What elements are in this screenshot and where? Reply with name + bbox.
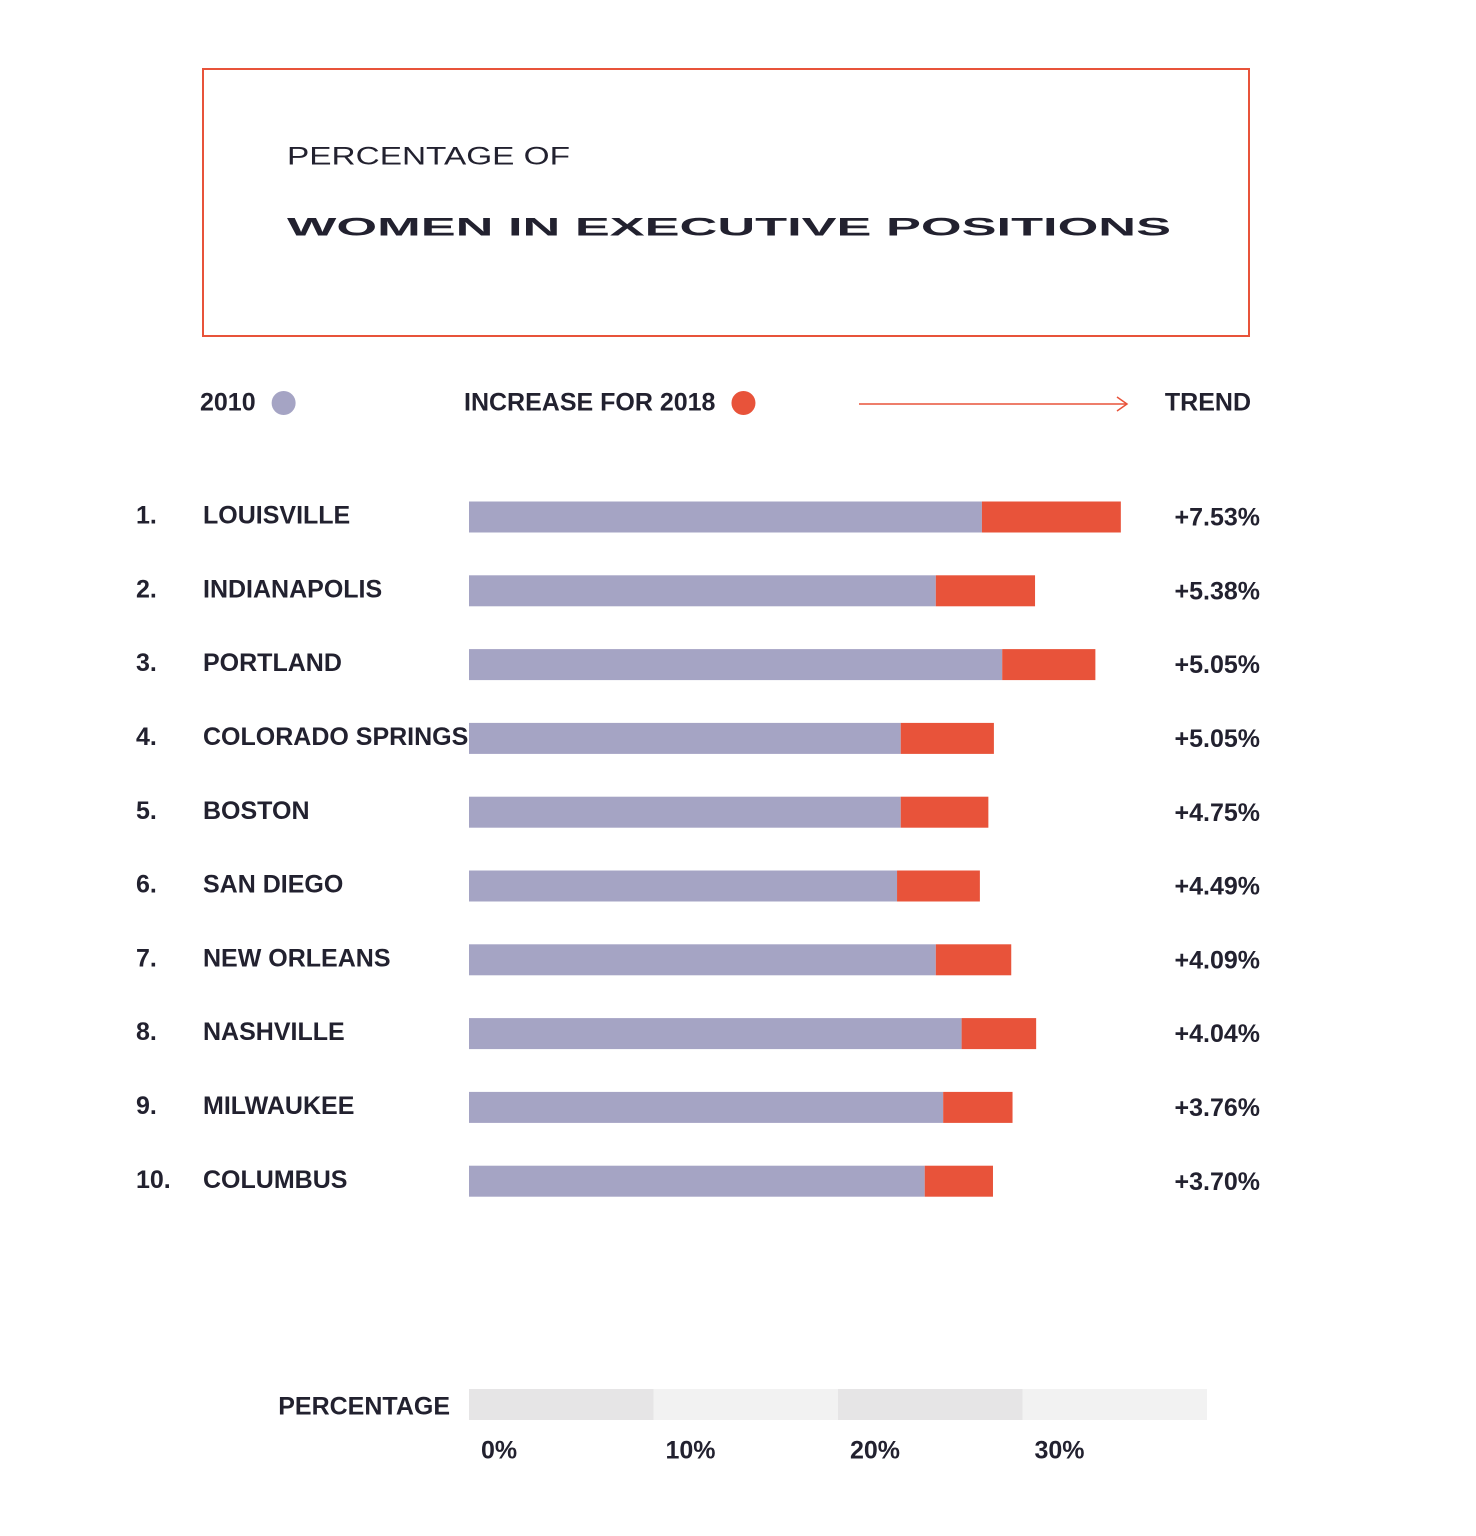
bar-segment <box>935 944 1012 976</box>
category-label: NEW ORLEANS <box>203 944 391 972</box>
category-label: COLORADO SPRINGS <box>203 723 468 751</box>
legend-swatch <box>271 391 296 415</box>
trend-label: +4.04% <box>1175 1020 1261 1048</box>
bar-segment <box>469 501 982 533</box>
bar-segment <box>900 796 989 828</box>
category-label: PORTLAND <box>203 649 342 677</box>
rank-label: 9. <box>136 1092 157 1120</box>
trend-label: +5.05% <box>1175 725 1261 753</box>
trend-label: +4.49% <box>1175 873 1261 901</box>
trend-label: +5.05% <box>1175 651 1261 679</box>
trend-arrowhead <box>1116 396 1129 412</box>
bar-segment <box>469 1165 925 1197</box>
axis-band <box>653 1389 838 1420</box>
bar-segment <box>469 796 901 828</box>
title-frame <box>202 68 1250 337</box>
bar-segment <box>924 1165 993 1197</box>
x-tick-label: 30% <box>1035 1437 1085 1465</box>
rank-label: 6. <box>136 871 157 899</box>
bar-segment <box>900 722 994 754</box>
bar-segment <box>469 1018 962 1050</box>
legend-swatch <box>731 391 756 415</box>
rank-label: 8. <box>136 1018 157 1046</box>
bar-segment <box>469 944 936 976</box>
axis-band <box>838 1389 1023 1420</box>
rank-label: 3. <box>136 649 157 677</box>
legend-label: INCREASE FOR 2018 <box>464 389 716 417</box>
trend-label: +5.38% <box>1175 577 1261 605</box>
trend-label: +3.76% <box>1175 1094 1261 1122</box>
legend-label: 2010 <box>200 389 256 417</box>
category-label: LOUISVILLE <box>203 502 350 530</box>
category-label: INDIANAPOLIS <box>203 575 382 603</box>
x-tick-label: 0% <box>481 1437 517 1465</box>
rank-label: 2. <box>136 575 157 603</box>
chart-title: WOMEN IN EXECUTIVE POSITIONS <box>287 214 1171 242</box>
bar-segment <box>469 722 901 754</box>
bar-segment <box>469 649 1003 681</box>
trend-header: TREND <box>1165 389 1251 417</box>
category-label: COLUMBUS <box>203 1166 347 1194</box>
supertitle: PERCENTAGE OF <box>287 143 570 171</box>
rank-label: 7. <box>136 944 157 972</box>
rank-label: 5. <box>136 797 157 825</box>
bar-segment <box>935 575 1036 607</box>
category-label: MILWAUKEE <box>203 1092 354 1120</box>
category-label: BOSTON <box>203 797 310 825</box>
bar-segment <box>469 575 936 607</box>
bar-segment <box>961 1018 1037 1050</box>
x-tick-label: 10% <box>666 1437 716 1465</box>
rank-label: 1. <box>136 502 157 530</box>
x-tick-label: 20% <box>850 1437 900 1465</box>
bar-segment <box>981 501 1121 533</box>
axis-band <box>1022 1389 1207 1420</box>
x-axis-label: PERCENTAGE <box>278 1393 450 1421</box>
category-label: SAN DIEGO <box>203 871 343 899</box>
bar-segment <box>943 1091 1013 1123</box>
category-label: NASHVILLE <box>203 1018 345 1046</box>
trend-label: +3.70% <box>1175 1168 1261 1196</box>
axis-band <box>469 1389 654 1420</box>
trend-label: +4.09% <box>1175 946 1261 974</box>
rank-label: 10. <box>136 1166 171 1194</box>
trend-label: +4.75% <box>1175 799 1261 827</box>
rank-label: 4. <box>136 723 157 751</box>
bar-segment <box>469 870 898 902</box>
bar-segment <box>469 1091 944 1123</box>
bar-segment <box>897 870 980 902</box>
bar-segment <box>1002 649 1096 681</box>
trend-label: +7.53% <box>1175 504 1261 532</box>
